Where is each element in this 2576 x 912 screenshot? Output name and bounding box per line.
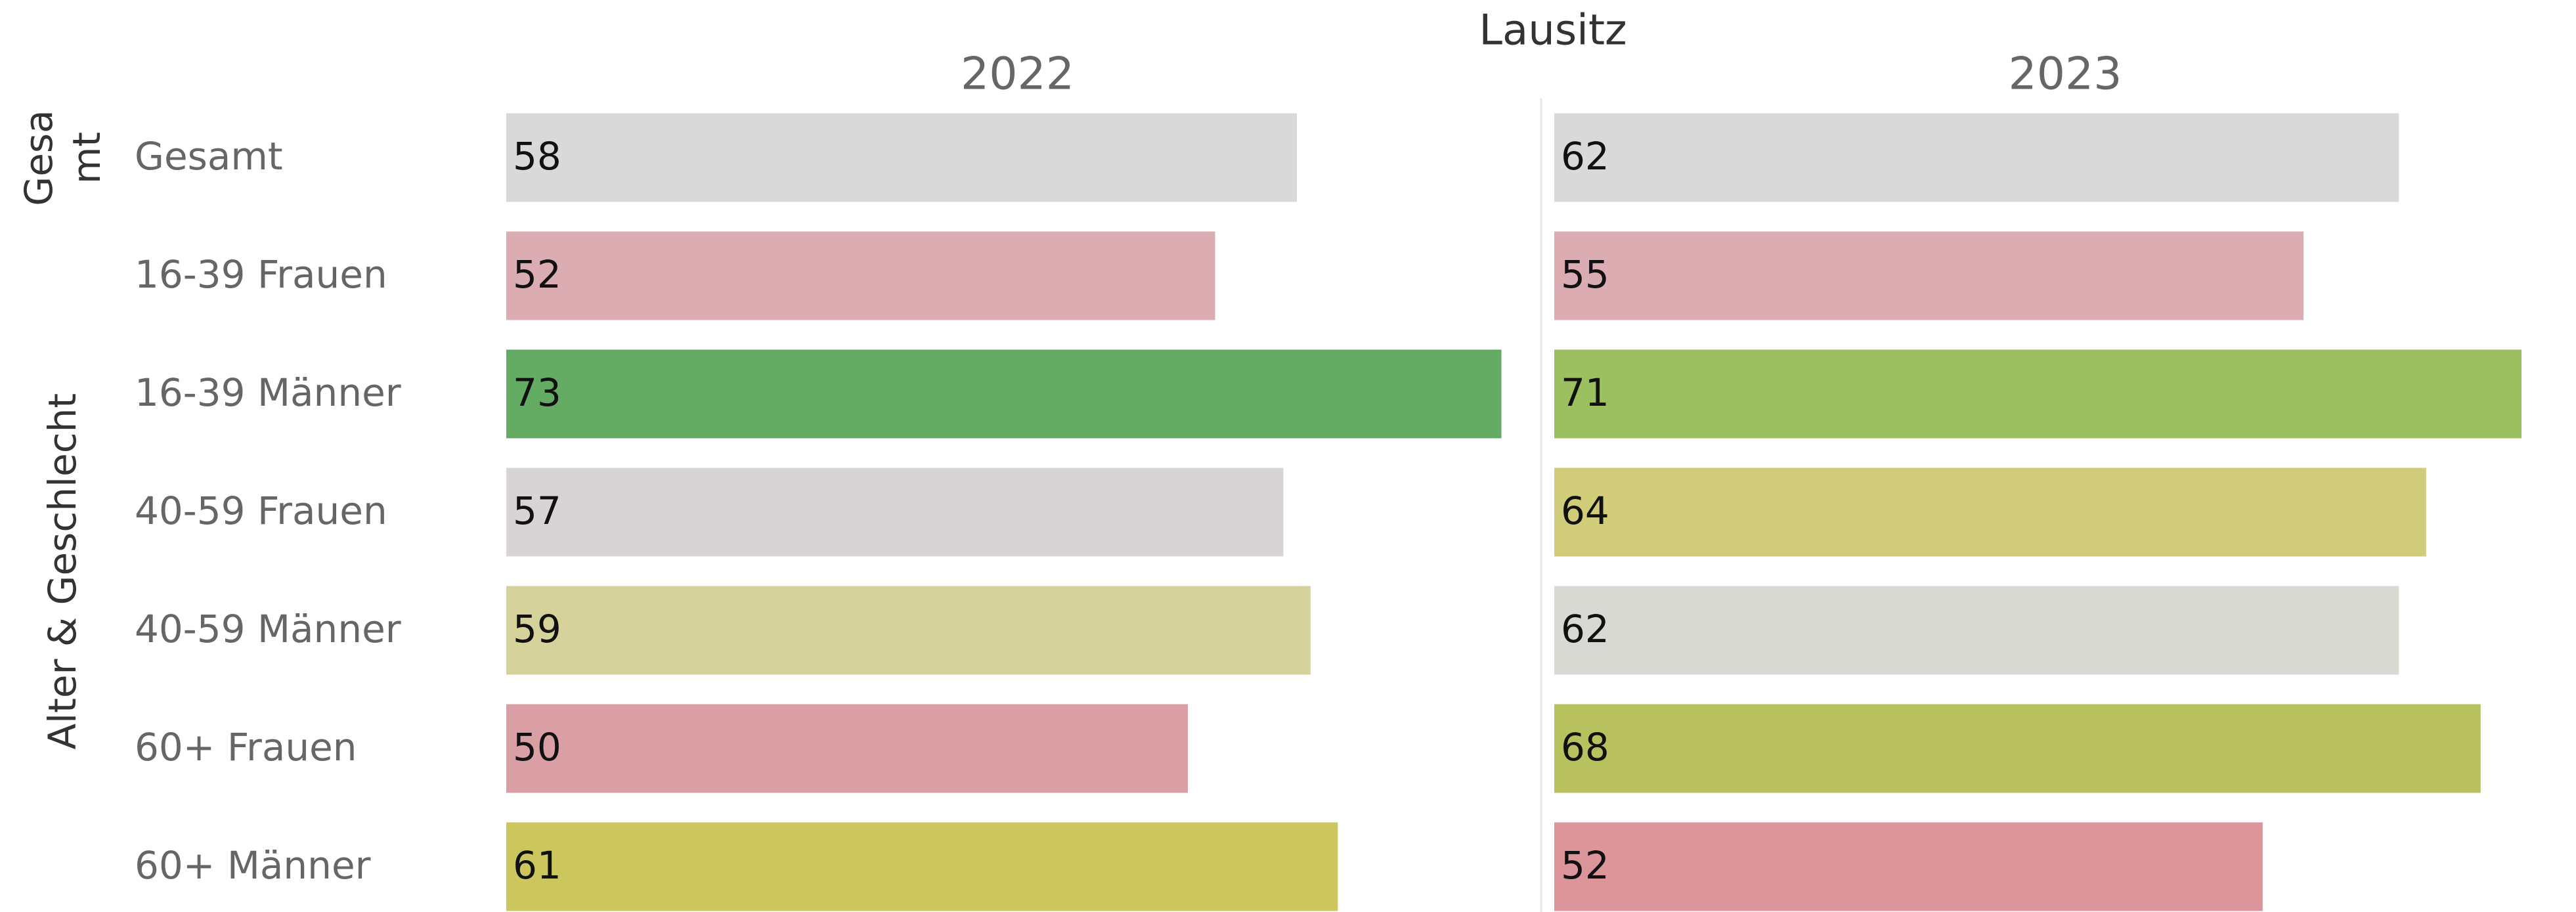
panel-header: 2023 [2008, 49, 2122, 100]
data-label: 64 [1561, 489, 1609, 533]
bar [506, 822, 1338, 911]
bar [1554, 822, 2263, 911]
row-label: 16-39 Frauen [135, 252, 387, 297]
data-label: 59 [513, 607, 561, 651]
bar [1554, 113, 2399, 202]
data-label: 62 [1561, 607, 1609, 651]
row-group-label: Gesamt [16, 109, 109, 206]
row-label: 16-39 Männer [135, 370, 401, 415]
bar [506, 467, 1284, 557]
data-label: 57 [513, 489, 561, 533]
row-label: 40-59 Frauen [135, 489, 387, 533]
data-label: 55 [1561, 252, 1609, 297]
bar [506, 349, 1502, 439]
bar [1554, 586, 2399, 675]
data-label: 52 [513, 252, 561, 297]
bar [1554, 704, 2481, 793]
bar [1554, 231, 2304, 320]
row-label: Gesamt [135, 134, 283, 179]
bar [1554, 349, 2522, 439]
data-label: 58 [513, 134, 561, 179]
panel-header: 2022 [961, 49, 1074, 100]
chart-title: Lausitz [1479, 7, 1626, 55]
row-group-label: Alter & Geschlecht [39, 393, 85, 750]
data-label: 52 [1561, 843, 1609, 888]
data-label: 71 [1561, 370, 1609, 415]
row-label: 40-59 Männer [135, 607, 401, 651]
bar [506, 113, 1298, 202]
data-label: 68 [1561, 725, 1609, 770]
data-label: 50 [513, 725, 561, 770]
bar [506, 704, 1188, 793]
row-label: 60+ Männer [135, 843, 371, 888]
data-label: 62 [1561, 134, 1609, 179]
bar [506, 231, 1215, 320]
data-label: 73 [513, 370, 561, 415]
bar [1554, 467, 2426, 557]
data-label: 61 [513, 843, 561, 888]
row-label: 60+ Frauen [135, 725, 357, 770]
bar [506, 586, 1311, 675]
